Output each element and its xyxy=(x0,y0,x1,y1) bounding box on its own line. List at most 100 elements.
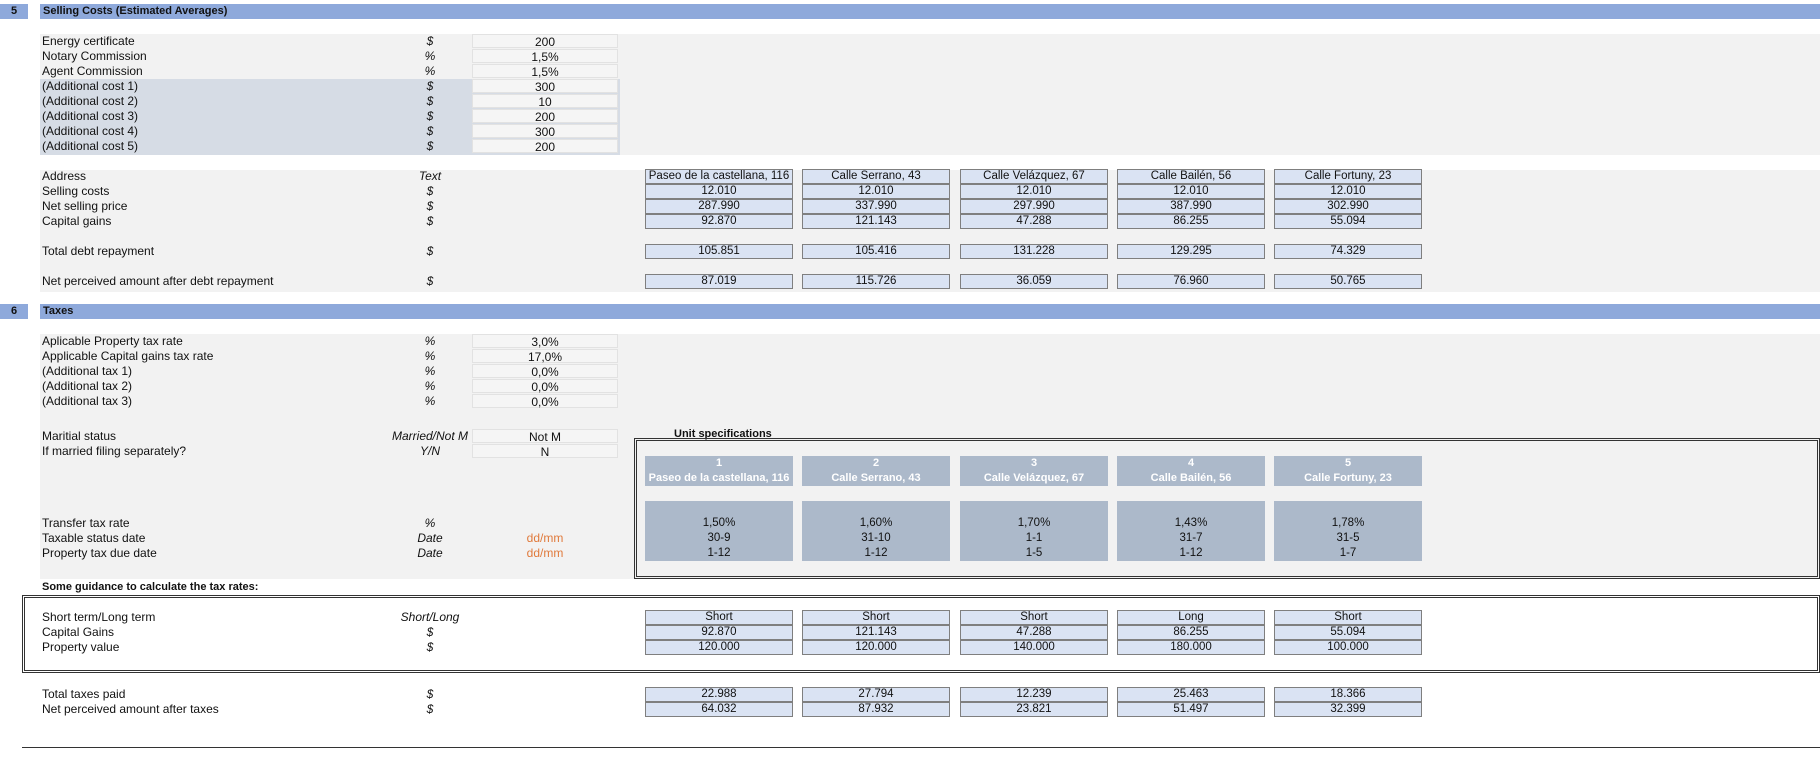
total-debt-repayment-label: Total debt repayment xyxy=(42,244,155,258)
cost-unit: $ xyxy=(426,34,434,48)
property-tax-due-date-placeholder[interactable]: dd/mm xyxy=(526,546,564,560)
total-taxes-paid-unit: $ xyxy=(426,687,434,701)
taxable-status-date-cell: 31-10 xyxy=(802,531,950,546)
guidance-capital-gains-cell: 86.255 xyxy=(1117,625,1265,640)
net-after-taxes-cell: 51.497 xyxy=(1117,702,1265,717)
transfer-tax-rate-unit: % xyxy=(424,516,436,530)
cost-unit: $ xyxy=(426,139,434,153)
guidance-capital-gains-cell: 47.288 xyxy=(960,625,1108,640)
total-debt-repayment-cell: 74.329 xyxy=(1274,244,1422,259)
cost-label: (Additional cost 5) xyxy=(42,139,139,153)
unit-spacer-cell xyxy=(645,501,793,516)
guidance-box xyxy=(22,595,1820,673)
property-tax-due-date-cell: 1-12 xyxy=(802,546,950,561)
total-debt-repayment-cell: 105.416 xyxy=(802,244,950,259)
property-value-cell: 180.000 xyxy=(1117,640,1265,655)
property-value-label: Property value xyxy=(42,640,120,654)
net-after-debt-cell: 76.960 xyxy=(1117,274,1265,289)
net-after-debt-cell: 50.765 xyxy=(1274,274,1422,289)
cost-input[interactable]: 300 xyxy=(472,124,618,139)
marital-status-label: Maritial status xyxy=(42,429,117,443)
taxable-status-date-cell: 30-9 xyxy=(645,531,793,546)
section-6-title: Taxes xyxy=(43,305,74,317)
tax-unit: % xyxy=(424,364,436,378)
tax-label: Aplicable Property tax rate xyxy=(42,334,183,348)
unit-name: Paseo de la castellana, 116 xyxy=(645,471,793,486)
cost-input[interactable]: 200 xyxy=(472,34,618,49)
tax-label: (Additional tax 3) xyxy=(42,394,133,408)
total-taxes-paid-cell: 27.794 xyxy=(802,687,950,702)
property-tax-due-date-cell: 1-12 xyxy=(645,546,793,561)
term-unit: Short/Long xyxy=(400,610,460,624)
cost-unit: $ xyxy=(426,109,434,123)
marital-status-input[interactable]: Not M xyxy=(472,429,618,444)
tax-label: Applicable Capital gains tax rate xyxy=(42,349,214,363)
taxable-status-date-cell: 31-7 xyxy=(1117,531,1265,546)
property-tax-due-date-cell: 1-5 xyxy=(960,546,1108,561)
section-5-input-band xyxy=(40,34,1820,79)
tax-label: (Additional tax 2) xyxy=(42,379,133,393)
transfer-tax-rate-label: Transfer tax rate xyxy=(42,516,130,530)
tax-unit: % xyxy=(424,379,436,393)
cost-unit: $ xyxy=(426,124,434,138)
property-value-cell: 140.000 xyxy=(960,640,1108,655)
taxable-status-date-placeholder[interactable]: dd/mm xyxy=(526,531,564,545)
unit-number: 2 xyxy=(802,456,950,471)
total-taxes-paid-cell: 18.366 xyxy=(1274,687,1422,702)
section-5-bar xyxy=(40,4,1820,19)
address-cell: Calle Fortuny, 23 xyxy=(1274,169,1422,184)
unit-number: 5 xyxy=(1274,456,1422,471)
total-taxes-paid-cell: 25.463 xyxy=(1117,687,1265,702)
section-5-number: 5 xyxy=(0,4,28,19)
term-cell: Long xyxy=(1117,610,1265,625)
cost-input[interactable]: 200 xyxy=(472,139,618,154)
filing-separately-input[interactable]: N xyxy=(472,444,618,459)
cost-input[interactable]: 300 xyxy=(472,79,618,94)
cost-input[interactable]: 1,5% xyxy=(472,64,618,79)
cost-input[interactable]: 200 xyxy=(472,109,618,124)
selling-costs-cell: 12.010 xyxy=(645,184,793,199)
tax-input[interactable]: 0,0% xyxy=(472,394,618,409)
filing-separately-unit: Y/N xyxy=(419,444,440,458)
capital-gains-cell: 86.255 xyxy=(1117,214,1265,229)
tax-input[interactable]: 3,0% xyxy=(472,334,618,349)
net-selling-price-cell: 387.990 xyxy=(1117,199,1265,214)
tax-input[interactable]: 17,0% xyxy=(472,349,618,364)
cost-input[interactable]: 1,5% xyxy=(472,49,618,64)
selling-costs-cell: 12.010 xyxy=(960,184,1108,199)
bottom-border xyxy=(22,747,1820,748)
tax-unit: % xyxy=(424,349,436,363)
net-after-debt-cell: 87.019 xyxy=(645,274,793,289)
cost-unit: $ xyxy=(426,94,434,108)
selling-costs-cell: 12.010 xyxy=(1274,184,1422,199)
cost-input[interactable]: 10 xyxy=(472,94,618,109)
taxable-status-date-unit: Date xyxy=(417,531,443,545)
unit-number: 3 xyxy=(960,456,1108,471)
section-6-bar xyxy=(40,304,1820,319)
term-cell: Short xyxy=(645,610,793,625)
selling-costs-cell: 12.010 xyxy=(1117,184,1265,199)
selling-costs-unit: $ xyxy=(426,184,434,198)
cost-label: (Additional cost 4) xyxy=(42,124,139,138)
tax-input[interactable]: 0,0% xyxy=(472,364,618,379)
tax-unit: % xyxy=(424,334,436,348)
cost-label: (Additional cost 3) xyxy=(42,109,139,123)
cost-label: (Additional cost 2) xyxy=(42,94,139,108)
guidance-capital-gains-cell: 55.094 xyxy=(1274,625,1422,640)
capital-gains-cell: 55.094 xyxy=(1274,214,1422,229)
guidance-capital-gains-unit: $ xyxy=(426,625,434,639)
unit-number: 1 xyxy=(645,456,793,471)
guidance-title: Some guidance to calculate the tax rates… xyxy=(42,581,259,593)
term-cell: Short xyxy=(802,610,950,625)
net-after-debt-label: Net perceived amount after debt repaymen… xyxy=(42,274,274,288)
address-cell: Paseo de la castellana, 116 xyxy=(645,169,793,184)
capital-gains-cell: 47.288 xyxy=(960,214,1108,229)
tax-input[interactable]: 0,0% xyxy=(472,379,618,394)
taxable-status-date-label: Taxable status date xyxy=(42,531,146,545)
net-after-taxes-label: Net perceived amount after taxes xyxy=(42,702,219,716)
property-tax-due-date-cell: 1-12 xyxy=(1117,546,1265,561)
net-selling-price-label: Net selling price xyxy=(42,199,128,213)
address-cell: Calle Velázquez, 67 xyxy=(960,169,1108,184)
transfer-tax-rate-cell: 1,50% xyxy=(645,516,793,531)
unit-name: Calle Serrano, 43 xyxy=(802,471,950,486)
